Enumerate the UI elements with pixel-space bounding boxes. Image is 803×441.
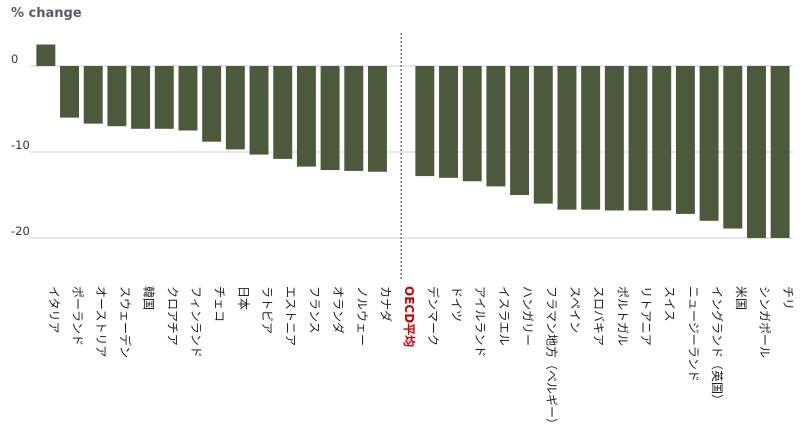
bar	[699, 66, 719, 221]
bar	[249, 66, 269, 155]
category-label: スウェーデン	[118, 286, 133, 358]
bar	[154, 66, 174, 129]
category-label: オーストリア	[94, 286, 108, 357]
y-unit-label: % change	[11, 6, 82, 21]
bar	[344, 66, 364, 171]
category-label: イタリア	[47, 286, 61, 334]
category-label: 韓国	[142, 286, 156, 310]
bar	[533, 66, 553, 204]
bar	[202, 66, 222, 142]
category-label: チリ	[781, 286, 795, 310]
category-label: ポルトガル	[615, 286, 629, 346]
bar	[225, 66, 245, 150]
y-tick-labels: 0 -10 -20	[11, 52, 30, 238]
bar	[557, 66, 577, 210]
bar	[415, 66, 435, 177]
category-label: アイルランド	[473, 286, 487, 357]
bar	[510, 66, 530, 195]
category-label: デンマーク	[426, 286, 441, 346]
bar	[367, 66, 387, 172]
category-label: チェコ	[213, 286, 227, 322]
y-tick-label: -20	[11, 224, 30, 238]
bar	[60, 66, 80, 118]
category-label: フィンランド	[189, 286, 203, 358]
category-label: シンガポール	[757, 286, 771, 358]
category-label: フラマン地方（ベルギー）	[544, 286, 559, 430]
bar	[83, 66, 103, 124]
bar	[770, 66, 790, 238]
bar	[675, 66, 695, 214]
category-label: イスラエル	[497, 286, 511, 346]
category-label: フランス	[307, 286, 321, 334]
bar	[107, 66, 127, 127]
category-label: ポーランド	[71, 286, 85, 346]
y-tick-label: 0	[11, 52, 18, 66]
category-label: ニュージーランド	[686, 286, 700, 382]
category-label: スペイン	[568, 286, 582, 333]
y-tick-label: -10	[11, 138, 30, 152]
category-label: ハンガリー	[521, 286, 535, 346]
bar	[178, 66, 198, 131]
bar	[131, 66, 151, 129]
category-label: リトアニア	[639, 286, 653, 346]
bar	[462, 66, 482, 182]
category-label: 日本	[236, 286, 250, 310]
bar	[296, 66, 316, 167]
bar	[604, 66, 624, 211]
bar	[273, 66, 293, 159]
category-label: エストニア	[284, 286, 298, 346]
bar	[486, 66, 506, 187]
category-label: イングランド（英国）	[710, 286, 724, 406]
category-label: 米国	[734, 286, 748, 310]
bar	[36, 44, 56, 66]
category-label: スイス	[663, 286, 677, 322]
category-label: ラトビア	[260, 286, 274, 334]
bar	[628, 66, 648, 211]
bar	[439, 66, 459, 178]
bar	[581, 66, 601, 210]
category-label: ノルウェー	[355, 286, 369, 346]
bar	[723, 66, 743, 229]
bar	[652, 66, 672, 211]
category-label: OECD平均	[402, 286, 417, 347]
category-label: ドイツ	[450, 286, 464, 322]
category-label: オランダ	[331, 286, 346, 334]
category-label: スロバキア	[592, 286, 606, 346]
bar	[320, 66, 340, 171]
category-label: クロアチア	[165, 286, 179, 346]
category-labels: イタリア ポーランド オーストリア スウェーデン 韓国 クロアチア フィンランド チェコ 日本ラ…	[47, 286, 795, 430]
bar	[746, 66, 766, 238]
category-label: カナダ	[378, 286, 393, 322]
bars	[36, 44, 790, 238]
